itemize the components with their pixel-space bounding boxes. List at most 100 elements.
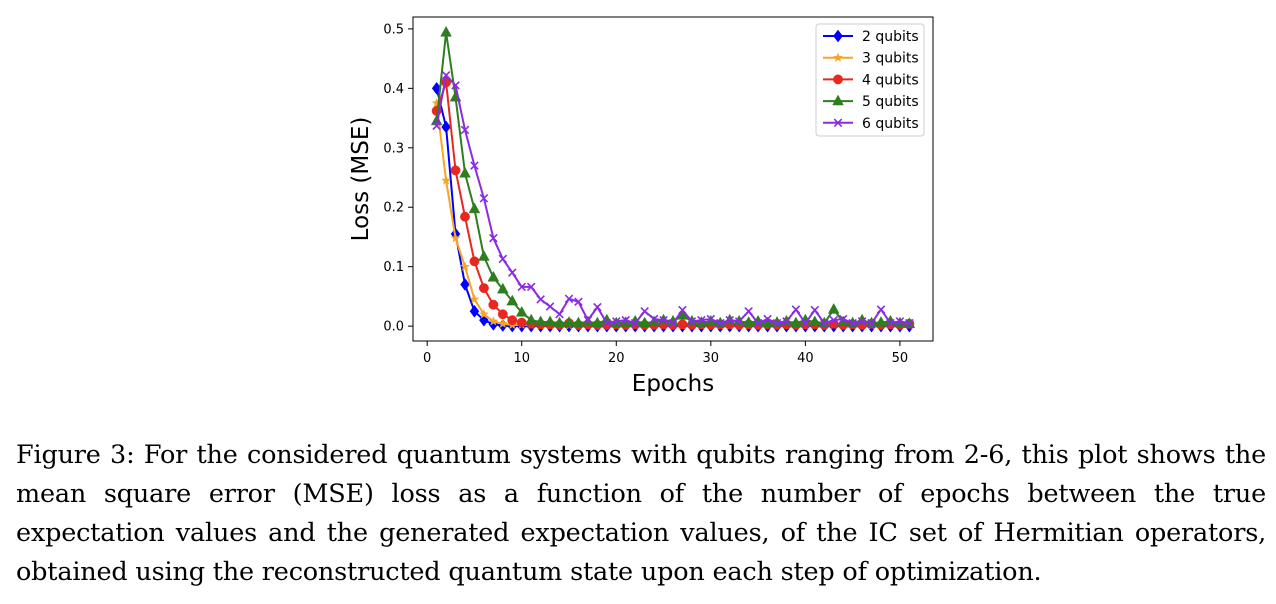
data-point-5-qubits bbox=[440, 25, 452, 37]
data-point-5-qubits bbox=[563, 316, 575, 327]
data-point-4-qubits bbox=[507, 315, 518, 326]
data-point-6-qubits bbox=[564, 294, 574, 304]
data-point-6-qubits bbox=[659, 315, 668, 325]
legend-label: 2 qubits bbox=[862, 29, 919, 45]
data-point-6-qubits bbox=[867, 318, 876, 328]
data-point-6-qubits bbox=[649, 314, 659, 324]
data-point-4-qubits bbox=[488, 299, 499, 310]
data-point-6-qubits bbox=[460, 125, 470, 135]
legend-item: 3 qubits bbox=[823, 51, 919, 67]
data-point-5-qubits bbox=[742, 316, 755, 327]
legend-item: 5 qubits bbox=[823, 94, 919, 110]
data-point-6-qubits bbox=[451, 81, 460, 90]
data-point-6-qubits bbox=[507, 268, 517, 277]
data-point-6-qubits bbox=[526, 282, 536, 292]
series-6-qubits bbox=[432, 70, 914, 328]
data-point-5-qubits bbox=[875, 316, 887, 327]
x-tick-label: 20 bbox=[608, 351, 625, 366]
data-point-5-qubits bbox=[487, 270, 500, 282]
data-point-6-qubits bbox=[697, 315, 706, 325]
data-point-6-qubits bbox=[905, 318, 914, 328]
data-point-6-qubits bbox=[621, 315, 631, 325]
data-point-6-qubits bbox=[602, 318, 612, 328]
legend: 2 qubits 3 qubits 4 qubits 5 qubits 6 qubits bbox=[815, 23, 925, 137]
data-point-6-qubits bbox=[574, 297, 583, 307]
data-point-6-qubits bbox=[611, 317, 621, 326]
data-point-6-qubits bbox=[687, 317, 697, 326]
legend-label: 5 qubits bbox=[862, 94, 919, 110]
data-point-6-qubits bbox=[838, 314, 848, 324]
data-point-6-qubits bbox=[593, 302, 602, 312]
data-point-6-qubits bbox=[857, 317, 867, 326]
data-point-5-qubits bbox=[478, 250, 490, 261]
legend-marker bbox=[832, 94, 844, 106]
data-point-6-qubits bbox=[791, 305, 801, 314]
x-tick-label: 50 bbox=[892, 351, 909, 366]
data-point-6-qubits bbox=[489, 233, 498, 243]
data-point-4-qubits bbox=[469, 256, 480, 267]
data-point-6-qubits bbox=[706, 314, 716, 324]
data-point-5-qubits bbox=[638, 316, 651, 328]
figure-caption: Figure 3: For the considered quantum sys… bbox=[16, 440, 1266, 587]
legend-label: 3 qubits bbox=[862, 51, 919, 67]
data-point-3-qubits bbox=[469, 294, 480, 304]
data-point-6-qubits bbox=[555, 309, 564, 319]
y-tick-label: 0.5 bbox=[383, 22, 404, 37]
data-point-6-qubits bbox=[517, 282, 527, 292]
data-point-2-qubits bbox=[460, 278, 470, 291]
legend-box bbox=[815, 23, 925, 137]
data-point-6-qubits bbox=[753, 318, 763, 328]
data-point-3-qubits bbox=[497, 318, 508, 328]
data-point-5-qubits bbox=[827, 302, 840, 314]
data-point-6-qubits bbox=[545, 302, 555, 311]
data-point-6-qubits bbox=[630, 318, 640, 328]
data-point-5-qubits bbox=[468, 202, 481, 214]
data-point-6-qubits bbox=[810, 305, 820, 315]
data-point-6-qubits bbox=[876, 305, 886, 314]
data-point-6-qubits bbox=[829, 315, 839, 325]
y-tick-label: 0.1 bbox=[383, 260, 404, 275]
legend-marker bbox=[833, 29, 843, 43]
data-point-5-qubits bbox=[459, 166, 471, 178]
data-point-6-qubits bbox=[801, 318, 810, 328]
data-point-5-qubits bbox=[534, 315, 547, 327]
y-tick-label: 0.3 bbox=[383, 141, 404, 156]
data-point-6-qubits bbox=[734, 317, 744, 326]
y-axis-label: Loss (MSE) bbox=[348, 117, 374, 242]
data-point-5-qubits bbox=[591, 316, 604, 328]
data-point-6-qubits bbox=[583, 315, 593, 325]
legend-label: 6 qubits bbox=[862, 116, 919, 132]
data-point-4-qubits bbox=[677, 319, 688, 330]
x-tick-label: 30 bbox=[703, 351, 720, 366]
x-tick-label: 40 bbox=[797, 351, 814, 366]
data-point-6-qubits bbox=[819, 318, 829, 328]
data-point-6-qubits bbox=[470, 161, 479, 170]
data-point-4-qubits bbox=[460, 211, 470, 222]
plot-frame bbox=[412, 16, 934, 342]
data-point-4-qubits bbox=[450, 165, 461, 176]
data-point-6-qubits bbox=[715, 318, 725, 328]
data-point-3-qubits bbox=[488, 316, 499, 326]
data-point-5-qubits bbox=[506, 294, 519, 306]
legend-marker bbox=[833, 74, 843, 85]
data-point-5-qubits bbox=[553, 316, 566, 328]
x-tick-label: 10 bbox=[513, 351, 530, 366]
data-point-2-qubits bbox=[441, 120, 451, 134]
data-point-3-qubits bbox=[450, 232, 461, 243]
data-point-5-qubits bbox=[572, 316, 585, 328]
data-point-3-qubits bbox=[441, 175, 452, 185]
data-point-6-qubits bbox=[479, 194, 489, 203]
data-point-6-qubits bbox=[782, 317, 791, 326]
legend-marker bbox=[833, 52, 843, 62]
axes-layer: 0 10 20 30 40 50 0.0 0.1 0.2 0.3 0.4 0.5 bbox=[383, 22, 908, 366]
data-point-6-qubits bbox=[498, 254, 508, 264]
x-axis-label: Epochs bbox=[632, 371, 714, 397]
legend-item: 6 qubits bbox=[823, 116, 919, 132]
legend-item: 4 qubits bbox=[823, 72, 919, 88]
x-tick-label: 0 bbox=[423, 351, 431, 366]
series-layer bbox=[430, 25, 916, 333]
data-point-5-qubits bbox=[544, 315, 556, 327]
data-point-3-qubits bbox=[460, 261, 470, 271]
legend-item: 2 qubits bbox=[823, 29, 919, 45]
